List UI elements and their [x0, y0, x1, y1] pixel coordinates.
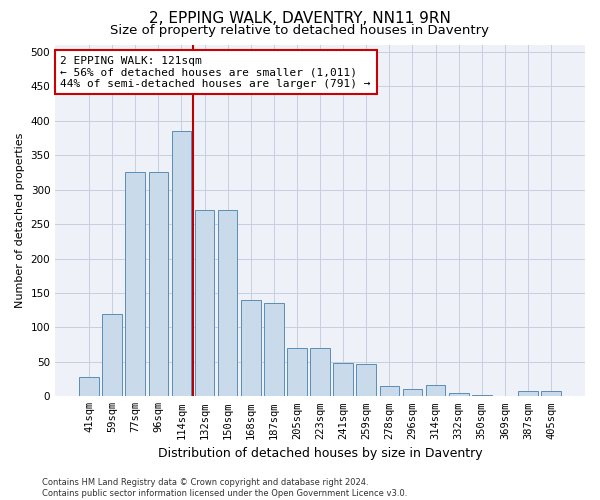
Bar	[218, 210, 238, 396]
Bar	[334, 363, 353, 396]
X-axis label: Distribution of detached houses by size in Daventry: Distribution of detached houses by size …	[158, 447, 482, 460]
Bar	[403, 390, 422, 396]
Bar	[541, 391, 561, 396]
Text: 2, EPPING WALK, DAVENTRY, NN11 9RN: 2, EPPING WALK, DAVENTRY, NN11 9RN	[149, 11, 451, 26]
Bar	[125, 172, 145, 396]
Bar	[472, 395, 491, 396]
Bar	[79, 377, 99, 396]
Bar	[103, 314, 122, 396]
Bar	[356, 364, 376, 396]
Bar	[195, 210, 214, 396]
Text: 2 EPPING WALK: 121sqm
← 56% of detached houses are smaller (1,011)
44% of semi-d: 2 EPPING WALK: 121sqm ← 56% of detached …	[61, 56, 371, 88]
Text: Size of property relative to detached houses in Daventry: Size of property relative to detached ho…	[110, 24, 490, 37]
Bar	[449, 393, 469, 396]
Bar	[264, 304, 284, 396]
Bar	[287, 348, 307, 397]
Bar	[310, 348, 330, 397]
Bar	[149, 172, 168, 396]
Bar	[426, 384, 445, 396]
Bar	[172, 131, 191, 396]
Bar	[241, 300, 260, 396]
Bar	[380, 386, 399, 396]
Y-axis label: Number of detached properties: Number of detached properties	[15, 133, 25, 308]
Bar	[518, 391, 538, 396]
Text: Contains HM Land Registry data © Crown copyright and database right 2024.
Contai: Contains HM Land Registry data © Crown c…	[42, 478, 407, 498]
